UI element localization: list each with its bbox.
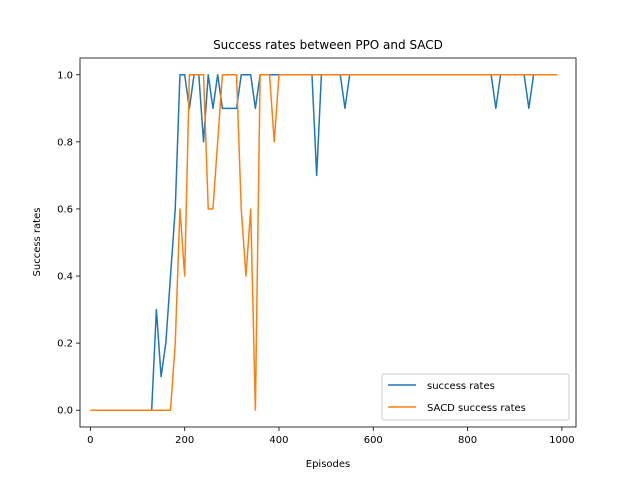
y-tick-label: 0.6: [57, 204, 73, 215]
y-tick-label: 0.0: [57, 406, 73, 417]
y-tick-label: 0.2: [57, 339, 73, 350]
series-line-sacd-success-rates: [90, 74, 558, 411]
x-tick-label: 200: [175, 435, 194, 446]
chart-title: Success rates between PPO and SACD: [213, 38, 443, 52]
legend-label-sacd-success-rates: SACD success rates: [427, 403, 526, 414]
plot-frame: [79, 57, 577, 428]
x-tick-label: 600: [364, 435, 383, 446]
x-axis-ticks: 0 200 400 600 800 1000: [87, 427, 575, 446]
x-axis-label: Episodes: [306, 459, 350, 470]
y-axis-label: Success rates: [32, 208, 43, 277]
legend-box: [381, 373, 570, 421]
y-tick-label: 0.8: [57, 137, 73, 148]
y-axis-ticks: 0.0 0.2 0.4 0.6 0.8 1.0: [57, 70, 80, 417]
x-tick-label: 400: [269, 435, 288, 446]
legend: success rates SACD success rates: [381, 373, 570, 421]
y-tick-label: 0.4: [57, 272, 73, 283]
legend-label-success-rates: success rates: [427, 381, 495, 392]
x-tick-label: 1000: [549, 435, 574, 446]
series-lines: [90, 74, 558, 411]
y-tick-label: 1.0: [57, 70, 73, 81]
x-tick-label: 800: [458, 435, 477, 446]
x-tick-label: 0: [87, 435, 93, 446]
